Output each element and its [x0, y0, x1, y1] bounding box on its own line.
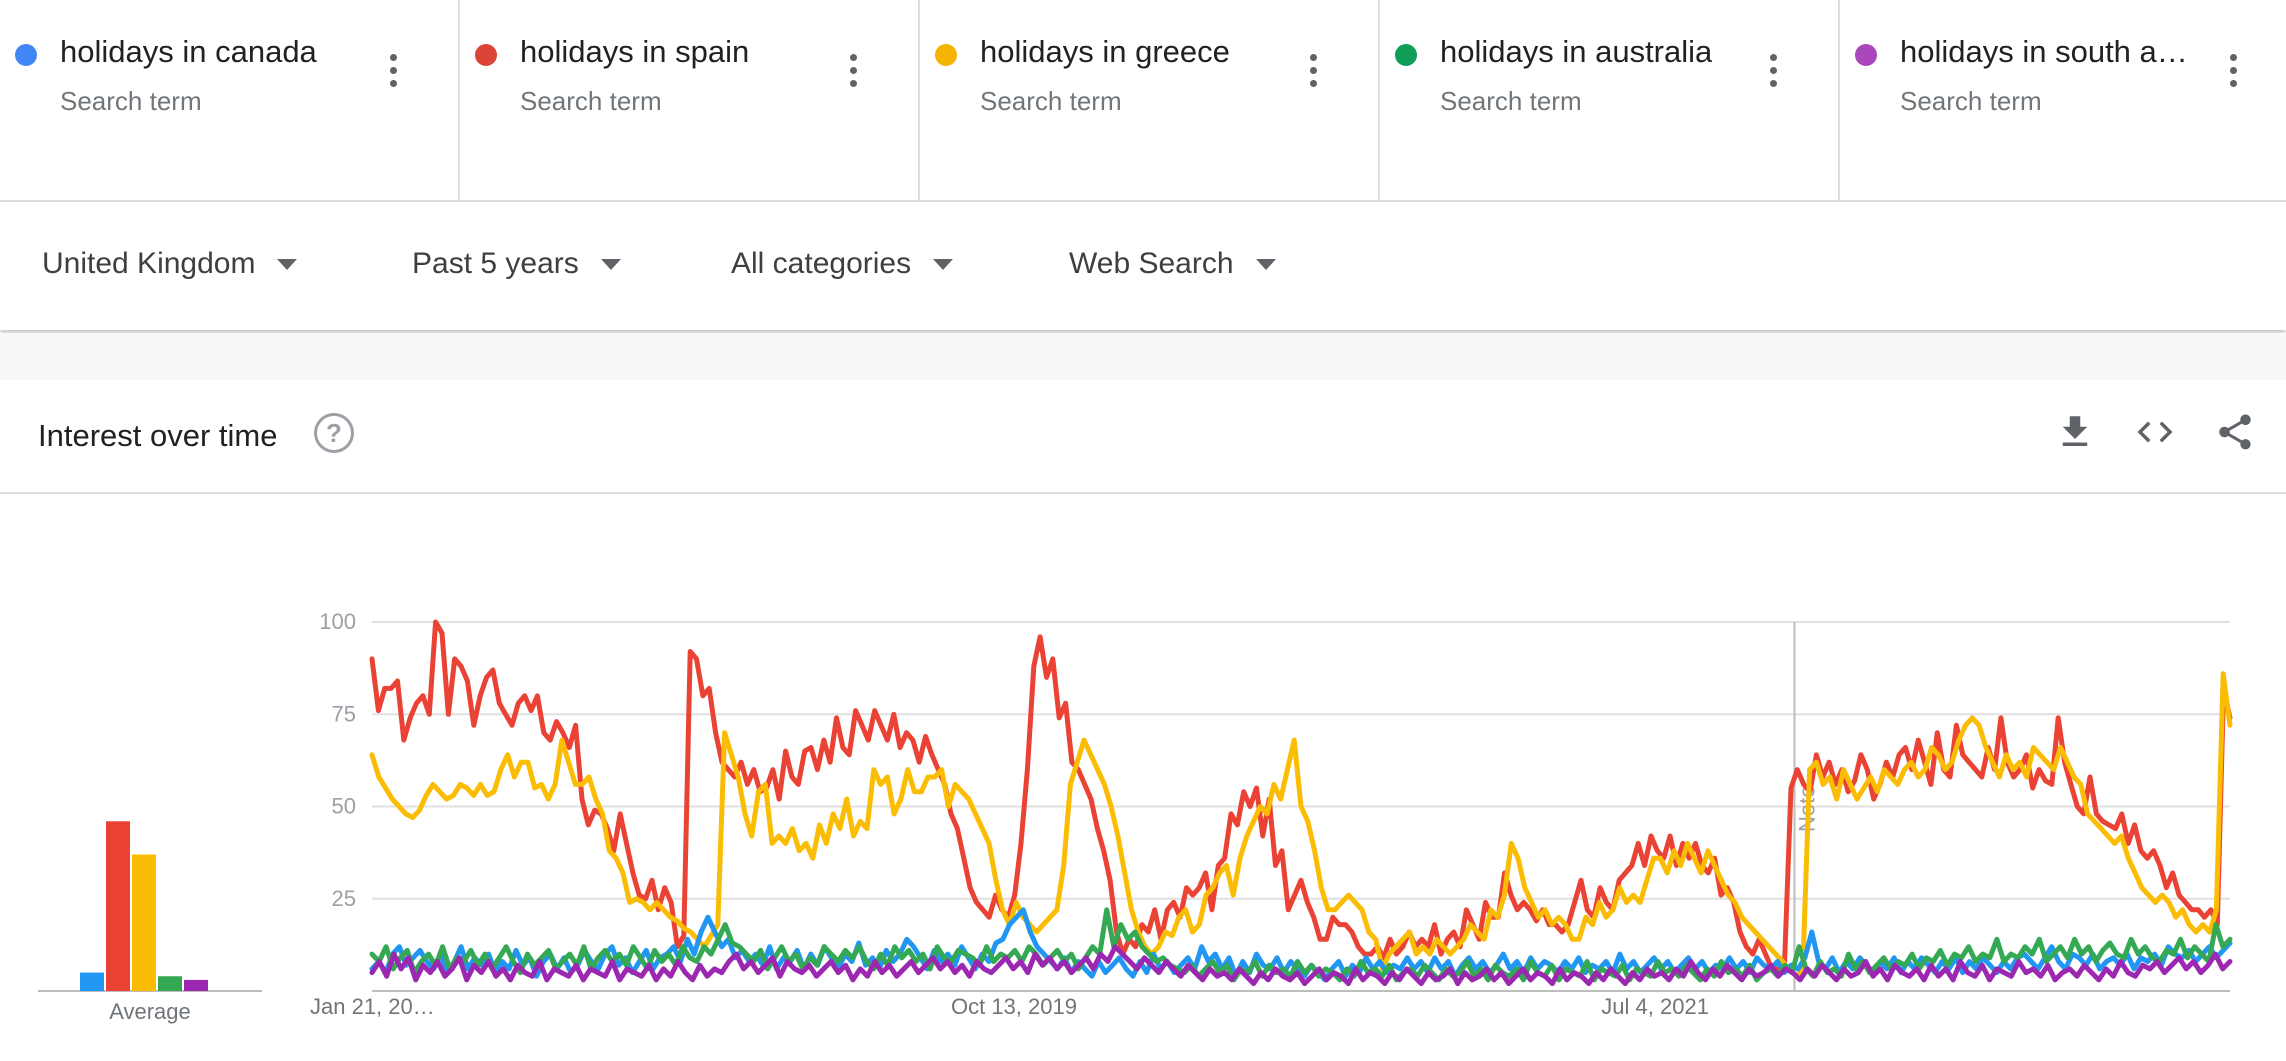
term-type: Search term [60, 86, 202, 116]
time-range-dropdown[interactable]: Past 5 years [412, 247, 621, 281]
term-type: Search term [520, 86, 662, 116]
interest-over-time-chart: 25 50 75 100 Note Jan 21, 20… Oct 13, 2019 Jul … [0, 494, 2286, 1056]
average-bar [106, 821, 130, 991]
term-type: Search term [1900, 86, 2042, 116]
caret-down-icon [600, 258, 621, 270]
term-card-spain[interactable]: holidays in spain Search term [460, 0, 920, 200]
term-name[interactable]: holidays in south a… [1900, 34, 2188, 69]
average-bar [158, 976, 182, 991]
term-name[interactable]: holidays in greece [980, 34, 1230, 69]
category-label: All categories [731, 247, 912, 280]
x-tick-label: Jul 4, 2021 [1601, 994, 1709, 1019]
term-color-dot [15, 44, 37, 66]
series-line [369, 619, 2233, 972]
term-name[interactable]: holidays in canada [60, 34, 317, 69]
section-gap [0, 333, 2286, 380]
embed-icon[interactable] [2134, 410, 2176, 454]
term-name[interactable]: holidays in australia [1440, 34, 1713, 69]
search-type-dropdown[interactable]: Web Search [1069, 247, 1276, 281]
more-options-icon[interactable] [838, 54, 868, 96]
region-label: United Kingdom [42, 247, 256, 280]
more-options-icon[interactable] [2218, 54, 2248, 96]
interest-card-header: Interest over time ? [0, 380, 2286, 494]
download-icon[interactable] [2054, 410, 2096, 454]
caret-down-icon [933, 258, 954, 270]
term-type: Search term [1440, 86, 1582, 116]
more-options-icon[interactable] [1298, 54, 1328, 96]
x-tick-label: Jan 21, 20… [310, 994, 435, 1019]
share-icon[interactable] [2214, 410, 2256, 454]
region-dropdown[interactable]: United Kingdom [42, 247, 298, 281]
term-color-dot [1395, 44, 1417, 66]
term-card-australia[interactable]: holidays in australia Search term [1380, 0, 1840, 200]
caret-down-icon [1255, 258, 1276, 270]
category-dropdown[interactable]: All categories [731, 247, 954, 281]
average-bar [80, 972, 104, 991]
filter-bar: United Kingdom Past 5 years All categori… [0, 202, 2286, 330]
y-tick-label: 75 [332, 701, 356, 726]
y-tick-label: 100 [319, 609, 356, 634]
y-tick-label: 50 [332, 794, 356, 819]
y-tick-label: 25 [332, 886, 356, 911]
average-bar [184, 979, 208, 991]
help-icon[interactable]: ? [314, 413, 354, 453]
x-tick-label: Oct 13, 2019 [951, 994, 1077, 1019]
series-line [369, 907, 2233, 983]
time-range-label: Past 5 years [412, 247, 579, 280]
search-type-label: Web Search [1069, 247, 1234, 280]
term-card-greece[interactable]: holidays in greece Search term [920, 0, 1380, 200]
series-line [369, 671, 2233, 979]
search-terms-bar: holidays in canada Search term holidays … [0, 0, 2286, 202]
term-color-dot [475, 44, 497, 66]
more-options-icon[interactable] [378, 54, 408, 96]
term-type: Search term [980, 86, 1122, 116]
card-title: Interest over time [38, 418, 278, 453]
term-card-south-africa[interactable]: holidays in south a… Search term [1840, 0, 2286, 200]
term-color-dot [935, 44, 957, 66]
series-line [369, 907, 2233, 983]
average-label: Average [109, 999, 191, 1024]
caret-down-icon [277, 258, 298, 270]
term-color-dot [1855, 44, 1877, 66]
more-options-icon[interactable] [1758, 54, 1788, 96]
average-bar [132, 854, 156, 991]
term-card-canada[interactable]: holidays in canada Search term [0, 0, 460, 200]
series-line [369, 944, 2233, 987]
term-name[interactable]: holidays in spain [520, 34, 750, 69]
